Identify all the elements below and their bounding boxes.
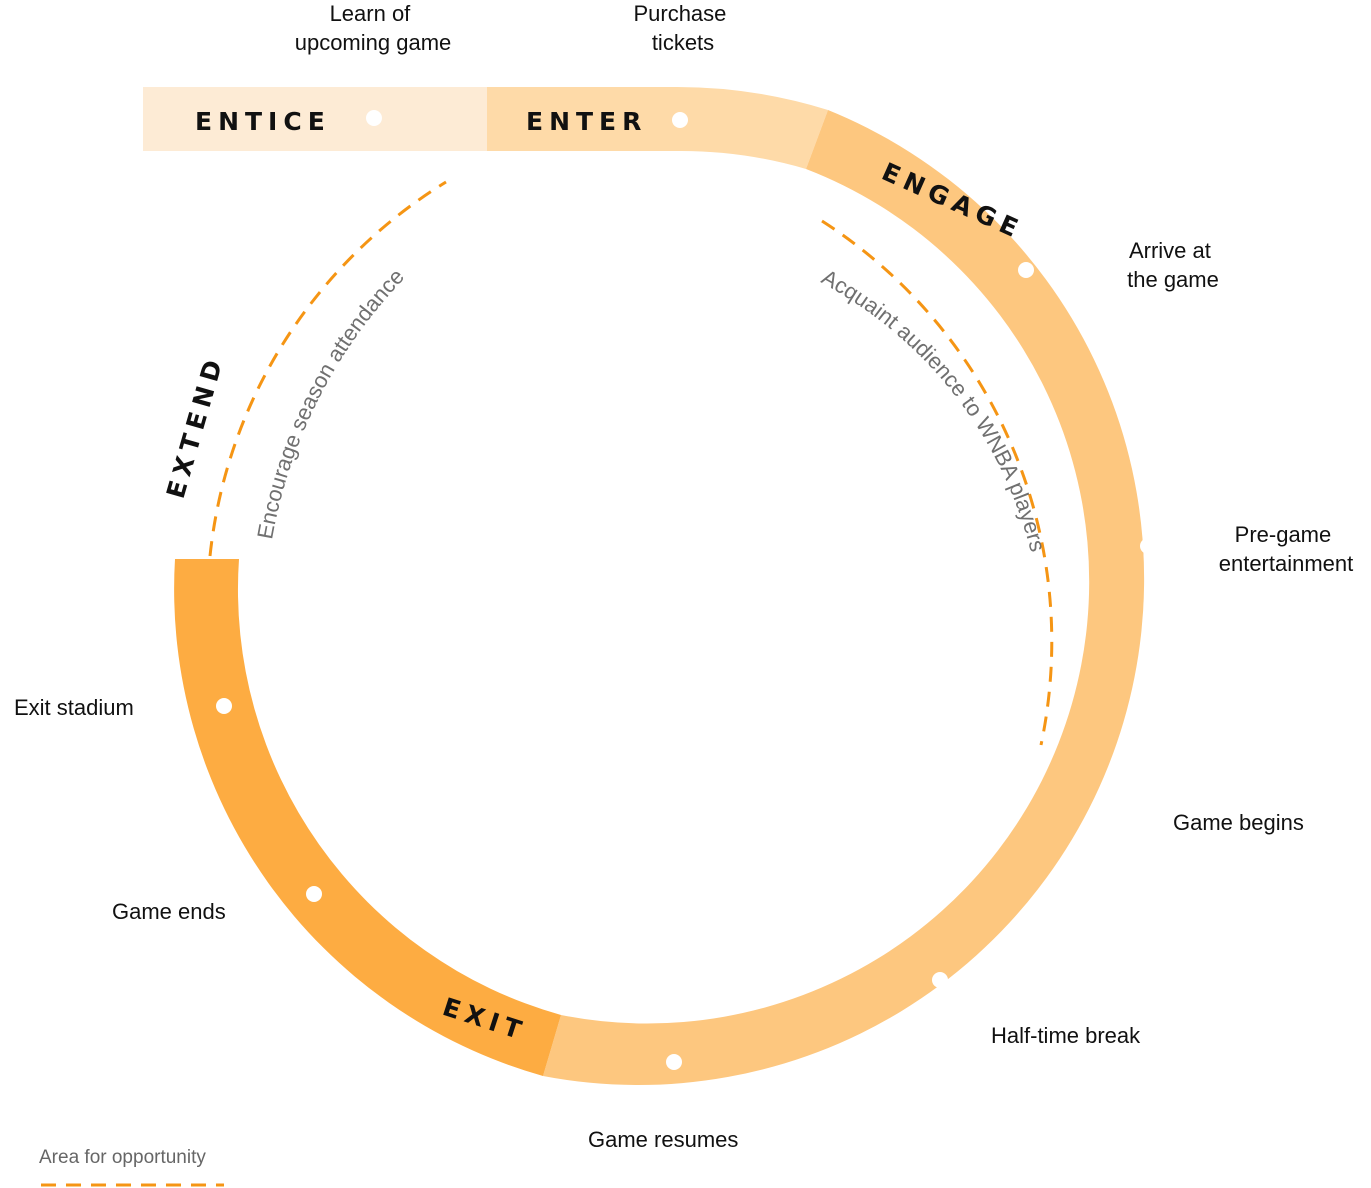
step-label-pregame: Pre-game entertainment <box>1219 522 1354 576</box>
step-dot-learn <box>366 110 382 126</box>
step-dot-exit-stadium <box>216 698 232 714</box>
step-dot-pregame <box>1140 538 1156 554</box>
step-label-learn: Learn of upcoming game <box>295 1 452 55</box>
step-dot-arrive <box>1018 262 1034 278</box>
entice-segment <box>143 87 487 151</box>
phase-label-entice: ENTICE <box>195 107 331 136</box>
engage-opportunity-line <box>821 219 1054 746</box>
step-label-begins: Game begins <box>1173 810 1304 835</box>
step-label-exit-stadium: Exit stadium <box>14 695 134 720</box>
legend-label: Area for opportunity <box>39 1147 206 1168</box>
step-label-purchase: Purchase tickets <box>633 1 732 55</box>
step-label-ends: Game ends <box>112 899 226 924</box>
step-dot-begins <box>1094 794 1110 810</box>
step-dot-purchase <box>672 112 688 128</box>
exit-segment <box>174 559 561 1076</box>
step-label-halftime: Half-time break <box>991 1023 1141 1048</box>
step-label-resumes: Game resumes <box>588 1127 738 1152</box>
phase-label-extend: EXTEND <box>161 351 230 501</box>
step-dot-halftime <box>932 972 948 988</box>
step-dot-ends <box>306 886 322 902</box>
opportunity-label-extend: Encourage season attendance <box>252 264 409 541</box>
engage-segment <box>543 110 1145 1086</box>
extend-opportunity-line <box>208 180 447 557</box>
phase-label-enter: ENTER <box>526 107 647 136</box>
step-dot-resumes <box>666 1054 682 1070</box>
enter-segment <box>487 86 828 169</box>
step-label-arrive: Arrive at the game <box>1127 238 1219 292</box>
legend: Area for opportunity <box>39 1147 224 1187</box>
